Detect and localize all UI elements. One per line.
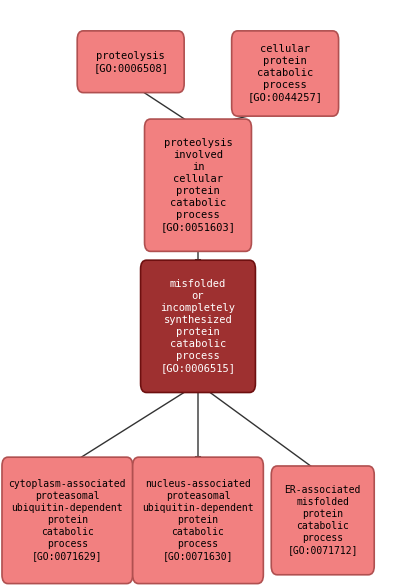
FancyBboxPatch shape bbox=[141, 260, 255, 393]
Text: cellular
protein
catabolic
process
[GO:0044257]: cellular protein catabolic process [GO:0… bbox=[248, 45, 323, 102]
FancyBboxPatch shape bbox=[271, 466, 374, 575]
FancyBboxPatch shape bbox=[232, 31, 339, 116]
FancyBboxPatch shape bbox=[145, 119, 251, 252]
Text: misfolded
or
incompletely
synthesized
protein
catabolic
process
[GO:0006515]: misfolded or incompletely synthesized pr… bbox=[160, 279, 236, 373]
FancyBboxPatch shape bbox=[133, 457, 263, 583]
FancyBboxPatch shape bbox=[2, 457, 133, 583]
Text: proteolysis
involved
in
cellular
protein
catabolic
process
[GO:0051603]: proteolysis involved in cellular protein… bbox=[160, 138, 236, 232]
Text: nucleus-associated
proteasomal
ubiquitin-dependent
protein
catabolic
process
[GO: nucleus-associated proteasomal ubiquitin… bbox=[142, 479, 254, 562]
Text: cytoplasm-associated
proteasomal
ubiquitin-dependent
protein
catabolic
process
[: cytoplasm-associated proteasomal ubiquit… bbox=[9, 479, 126, 562]
FancyBboxPatch shape bbox=[77, 31, 184, 92]
Text: proteolysis
[GO:0006508]: proteolysis [GO:0006508] bbox=[93, 51, 168, 73]
Text: ER-associated
misfolded
protein
catabolic
process
[GO:0071712]: ER-associated misfolded protein cataboli… bbox=[285, 485, 361, 556]
